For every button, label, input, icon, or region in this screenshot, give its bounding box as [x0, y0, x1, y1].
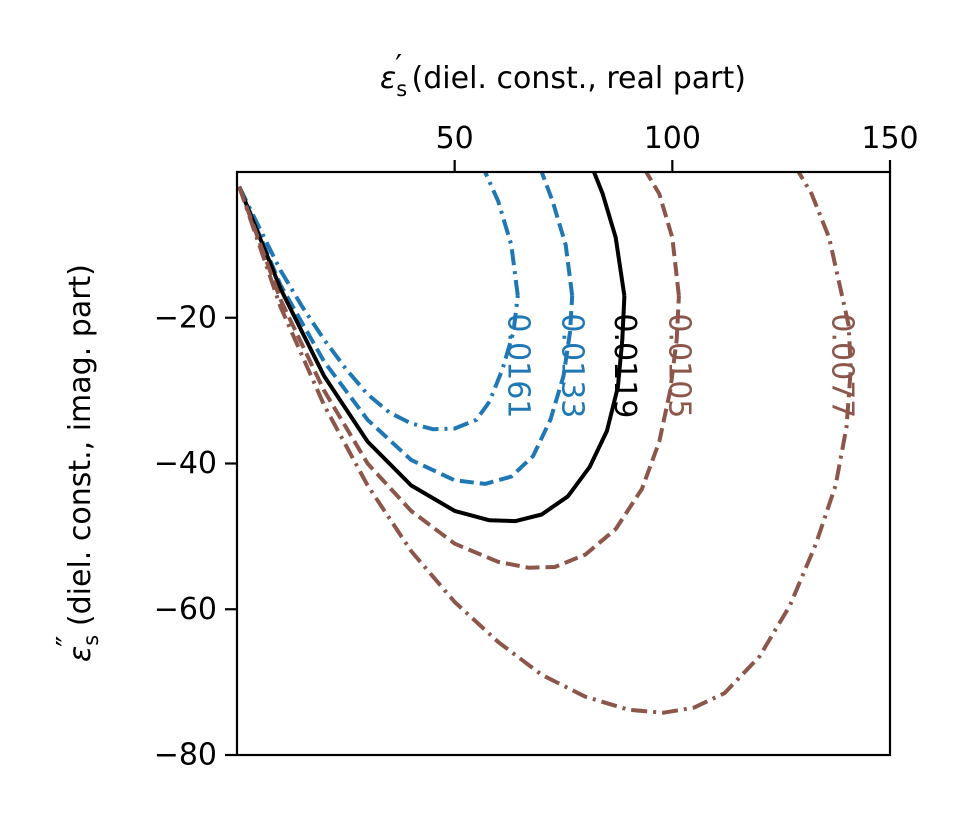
y-tick-label-3: −80: [154, 738, 217, 773]
contour-line-top-4: [796, 172, 845, 297]
contour-labels: 0.0161 0.0133 0.0119 0.0105 0.0077: [500, 313, 859, 418]
y-axis-title-symbol: ε: [63, 646, 98, 662]
contour-label-4: 0.0077: [825, 313, 860, 418]
x-axis-title-prime: ′: [395, 49, 402, 84]
contour-line-top-0: [483, 172, 520, 297]
contour-line-3: [237, 185, 681, 570]
x-axis-top: 50 100 150: [436, 121, 919, 172]
contour-line-top-3: [644, 172, 681, 297]
contour-label-3: 0.0105: [661, 313, 696, 418]
contour-line-top-2: [592, 172, 627, 297]
y-tick-label-0: −20: [154, 300, 217, 335]
y-tick-label-1: −40: [154, 446, 217, 481]
y-axis-title-prime: ″: [51, 636, 86, 647]
y-axis-title-subscript: s: [79, 635, 103, 646]
y-axis-title-text: (diel. const., imag. part): [63, 264, 98, 636]
x-axis-title-subscript: s: [396, 77, 407, 101]
contour-label-0: 0.0161: [500, 313, 535, 418]
plot-frame: [235, 170, 892, 757]
x-axis-title: εs′ (diel. const., real part): [380, 49, 746, 101]
contour-label-1: 0.0133: [555, 313, 590, 418]
contour-line-1: [237, 185, 575, 486]
x-tick-label-2: 150: [861, 121, 918, 156]
contour-line-top-1: [539, 172, 575, 297]
x-axis-title-symbol: ε: [380, 61, 396, 96]
contour-line-0: [237, 185, 520, 432]
x-tick-label-0: 50: [436, 121, 474, 156]
contour-line-4: [237, 185, 853, 715]
x-tick-label-1: 100: [644, 121, 701, 156]
y-tick-label-2: −60: [154, 592, 217, 627]
contour-label-2: 0.0119: [607, 313, 642, 418]
contour-line-2: [237, 185, 627, 524]
x-axis-title-text: (diel. const., real part): [402, 61, 746, 96]
y-axis-left: −20 −40 −60 −80: [154, 300, 237, 773]
contour-lines: [237, 172, 853, 715]
y-axis-title: εs″ (diel. const., imag. part): [51, 264, 103, 662]
